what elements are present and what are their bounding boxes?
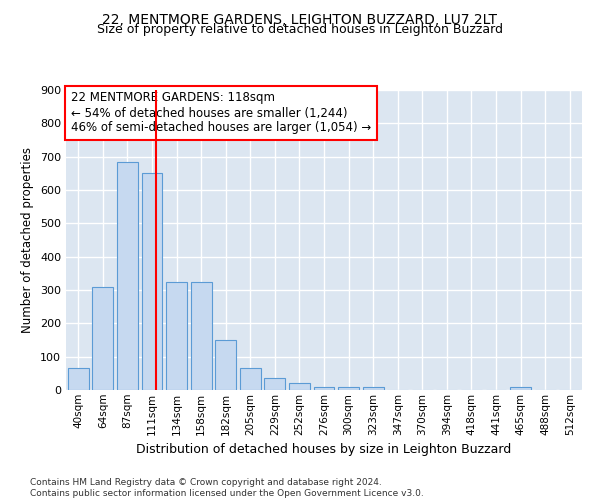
Bar	[314, 386, 334, 390]
Bar	[68, 368, 89, 390]
Text: 22 MENTMORE GARDENS: 118sqm
← 54% of detached houses are smaller (1,244)
46% of : 22 MENTMORE GARDENS: 118sqm ← 54% of det…	[71, 92, 371, 134]
Bar	[166, 282, 187, 390]
Bar	[191, 282, 212, 390]
Text: Distribution of detached houses by size in Leighton Buzzard: Distribution of detached houses by size …	[136, 442, 512, 456]
Text: 22, MENTMORE GARDENS, LEIGHTON BUZZARD, LU7 2LT: 22, MENTMORE GARDENS, LEIGHTON BUZZARD, …	[103, 12, 497, 26]
Bar	[215, 340, 236, 390]
Y-axis label: Number of detached properties: Number of detached properties	[22, 147, 34, 333]
Bar	[265, 378, 286, 390]
Bar	[117, 162, 138, 390]
Bar	[92, 286, 113, 390]
Bar	[289, 384, 310, 390]
Bar	[338, 386, 359, 390]
Bar	[362, 386, 383, 390]
Text: Size of property relative to detached houses in Leighton Buzzard: Size of property relative to detached ho…	[97, 22, 503, 36]
Bar	[142, 174, 163, 390]
Text: Contains HM Land Registry data © Crown copyright and database right 2024.
Contai: Contains HM Land Registry data © Crown c…	[30, 478, 424, 498]
Bar	[240, 368, 261, 390]
Bar	[510, 386, 531, 390]
